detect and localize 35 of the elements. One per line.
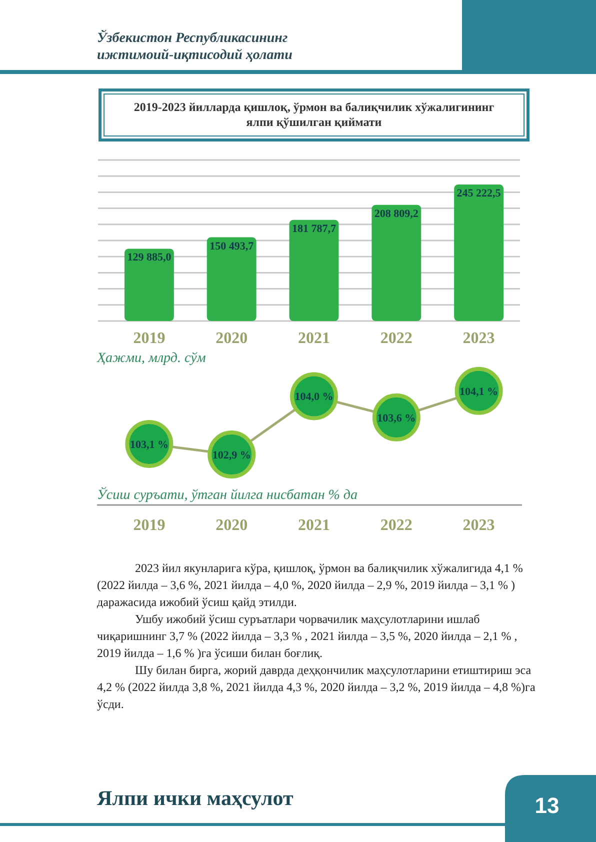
text: Ушбу ижобий ўсиш суръатлари чорвачилик маҳсулотларини ишлаб чиқаришнинг 3,7 % (2022 йилда – 3,3 % , 2021 йилда – 3,5 %, 2020 йилда – 2,1 % , 2019 йилда – 1,6 % )га ўсиши билан боғлиқ. <box>97 612 518 660</box>
data-label: 104,1 % <box>460 386 498 398</box>
x-axis-title: Ўсиш суръати, ўтган йилга нисбатан % да <box>97 486 358 503</box>
x-tick-label: 2022 <box>380 330 412 347</box>
text: ижтимоий-иқтисодий ҳолати <box>97 48 293 63</box>
x-tick-label: 2020 <box>216 517 248 534</box>
bar <box>206 237 256 321</box>
x-tick-label: 2021 <box>298 517 330 534</box>
data-label: 102,9 % <box>212 450 251 462</box>
data-label: 129 885,0 <box>127 252 172 264</box>
data-label: 150 493,7 <box>210 240 254 252</box>
text: 13 <box>534 793 560 818</box>
x-axis-title: Ҳажми, млрд. сўм <box>96 351 206 366</box>
data-label: 103,1 % <box>130 438 168 451</box>
text: Шу билан бирга, жорий даврда деҳқончилик маҳсулотларини етиштириш эса 4,2 % (2022 йилда 3,8 %, 2021 йилда 4,3 %, 2020 йилда – 3,2 %, 2019 йилда – 4,8 %)га ўсди. <box>97 663 536 711</box>
data-label: 181 787,7 <box>292 222 336 235</box>
x-tick-label: 2021 <box>298 330 330 347</box>
bar <box>372 204 422 321</box>
text: 2023 йил якунларига кўра, қишлоқ, ўрмон ва балиқчилик хўжалигида 4,1 % (2022 йилда – 3,6 %, 2021 йилда – 4,0 %, 2020 йилда – 2,9 %, 2019 йилда – 3,1 % ) даражасида ижобий ўсиш қайд этилди. <box>97 561 523 609</box>
chart-title: 2019-2023 йилларда қишлоқ, ўрмон ва балиқчилик хўжалигининг ялпи қўшилган қиймати <box>134 100 495 129</box>
text: Ялпи ички маҳсулот <box>97 786 294 810</box>
x-tick-label: 2023 <box>462 517 495 534</box>
data-label: 208 809,2 <box>374 208 419 220</box>
x-tick-label: 2019 <box>133 330 166 347</box>
x-tick-label: 2023 <box>462 330 495 347</box>
bar <box>454 184 504 321</box>
data-label: 104,0 % <box>294 391 334 404</box>
bar <box>124 248 174 321</box>
text: Ўзбекистон Республикасининг <box>97 29 288 46</box>
data-label: 245 222,5 <box>456 188 502 200</box>
bar <box>289 220 339 321</box>
x-tick-label: 2020 <box>216 330 248 347</box>
x-tick-label: 2022 <box>380 517 412 534</box>
x-tick-label: 2019 <box>133 517 166 534</box>
data-label: 103,6 % <box>377 412 416 424</box>
